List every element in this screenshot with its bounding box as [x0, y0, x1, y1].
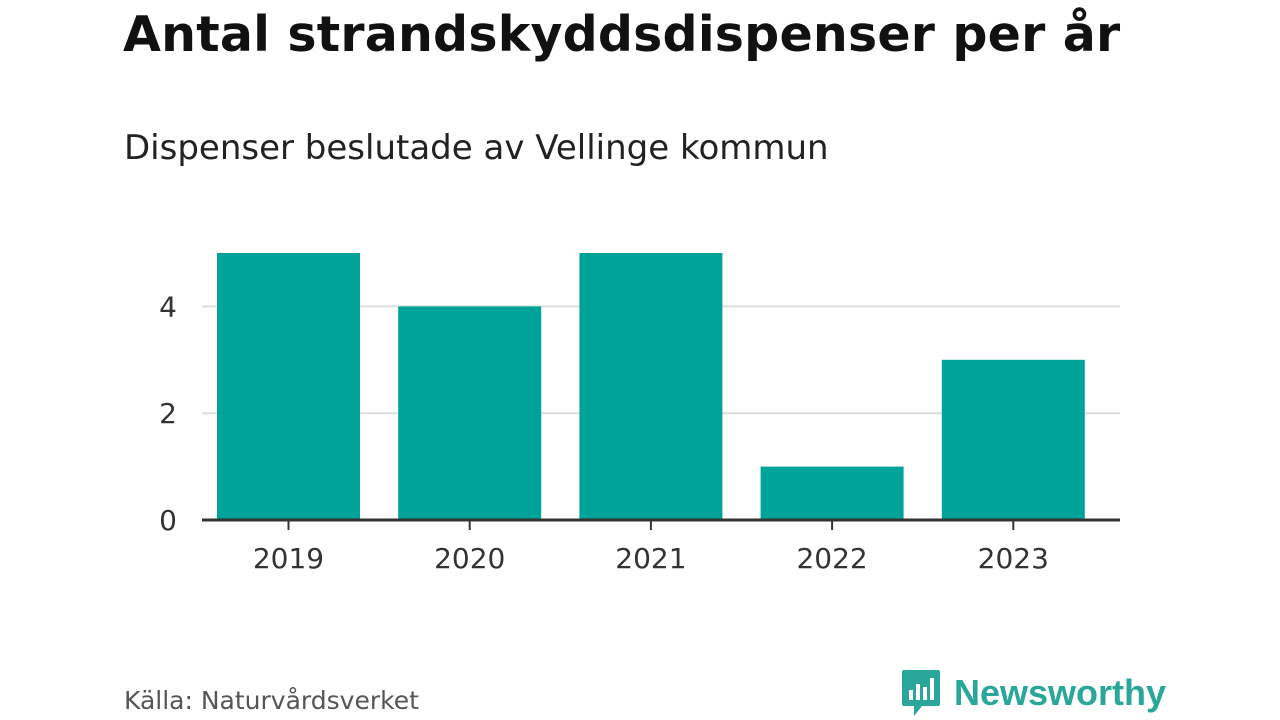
y-tick-label: 4	[159, 290, 177, 323]
bar	[398, 306, 542, 520]
bar	[579, 253, 723, 520]
bar	[217, 253, 360, 520]
source-note: Källa: Naturvårdsverket	[124, 686, 419, 715]
y-tick-label: 0	[159, 504, 177, 537]
x-axis	[202, 518, 1120, 530]
brand-name: Newsworthy	[954, 672, 1167, 713]
x-tick-label: 2020	[434, 542, 505, 575]
bar	[760, 466, 904, 520]
x-tick-label: 2023	[978, 542, 1049, 575]
brand-logo: Newsworthy	[900, 668, 1166, 718]
tick-labels: 0 2 4 2019 2020 2021 2022 2023	[159, 290, 1049, 575]
x-tick-label: 2022	[796, 542, 867, 575]
newsworthy-logo-icon	[902, 670, 940, 716]
y-tick-label: 2	[159, 397, 177, 430]
x-tick-label: 2021	[615, 542, 686, 575]
chart-title: Antal strandskyddsdispenser per år	[123, 6, 1121, 63]
bars	[217, 253, 1085, 520]
bar	[941, 359, 1085, 520]
x-tick-label: 2019	[253, 542, 324, 575]
chart-subtitle: Dispenser beslutade av Vellinge kommun	[124, 128, 829, 168]
